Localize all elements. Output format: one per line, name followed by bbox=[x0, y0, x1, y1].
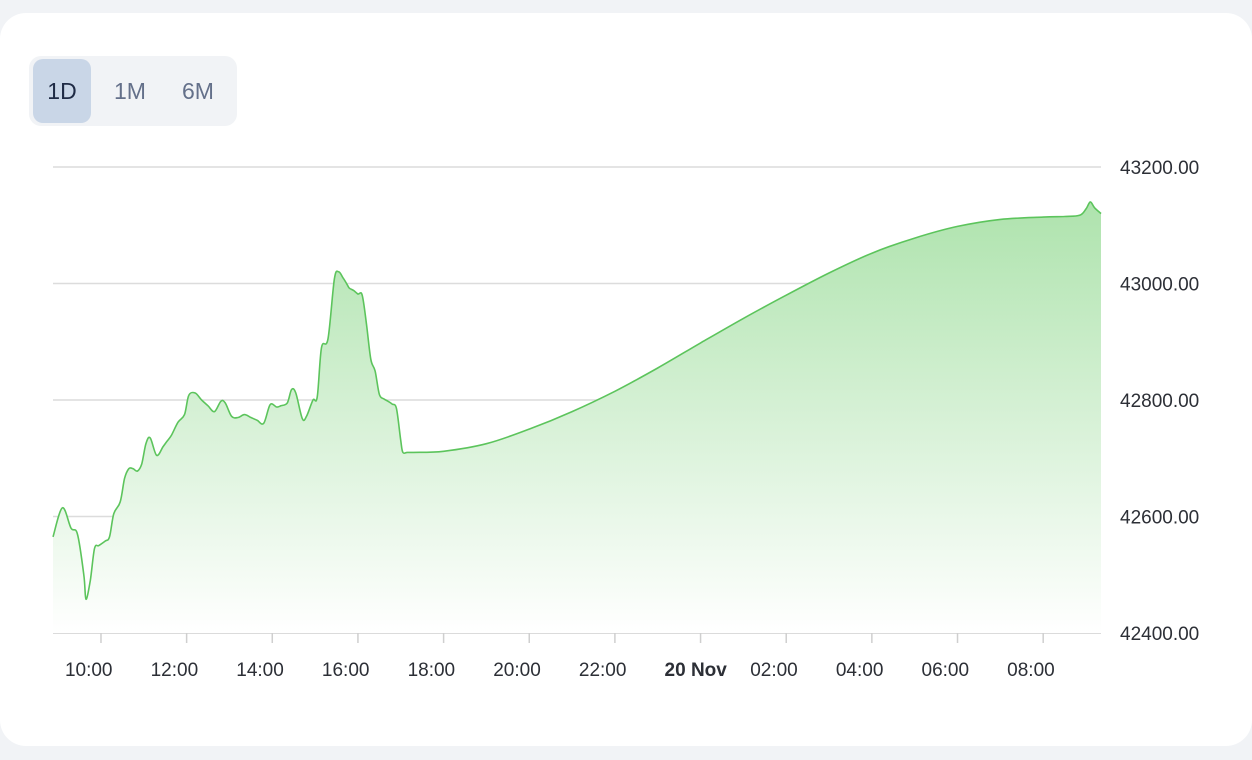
x-tick-label: 06:00 bbox=[922, 660, 970, 681]
area-fill bbox=[53, 201, 1101, 634]
range-tab-1m[interactable]: 1M bbox=[114, 77, 146, 104]
x-tick-label: 18:00 bbox=[408, 660, 456, 681]
x-tick-label: 20 Nov bbox=[665, 660, 728, 681]
price-line bbox=[52, 201, 1102, 601]
y-tick-label: 43000.00 bbox=[1120, 275, 1199, 296]
x-tick-label: 02:00 bbox=[750, 660, 798, 681]
x-tick-label: 10:00 bbox=[65, 660, 113, 681]
x-tick-label: 22:00 bbox=[579, 660, 627, 681]
x-tick-label: 12:00 bbox=[151, 660, 199, 681]
x-tick-label: 14:00 bbox=[236, 660, 284, 681]
x-tick-label: 20:00 bbox=[493, 660, 541, 681]
x-tick-label: 08:00 bbox=[1007, 660, 1055, 681]
y-tick-label: 42800.00 bbox=[1120, 391, 1199, 412]
range-tab-1d[interactable]: 1D bbox=[33, 59, 91, 123]
range-selector: 1D 1M 6M bbox=[29, 56, 237, 126]
y-tick-label: 42600.00 bbox=[1120, 508, 1199, 529]
x-tick-label: 16:00 bbox=[322, 660, 370, 681]
y-axis-labels: 43200.00 43000.00 42800.00 42600.00 42400.00 bbox=[1120, 158, 1199, 645]
x-tick-label: 04:00 bbox=[836, 660, 884, 681]
area-layer bbox=[52, 201, 1102, 634]
x-axis: 10:00 12:00 14:00 16:00 18:00 20:00 22:00 20 No… bbox=[65, 633, 1055, 681]
y-tick-label: 43200.00 bbox=[1120, 158, 1199, 179]
y-tick-label: 42400.00 bbox=[1120, 624, 1199, 645]
range-tab-6m[interactable]: 6M bbox=[182, 77, 214, 104]
